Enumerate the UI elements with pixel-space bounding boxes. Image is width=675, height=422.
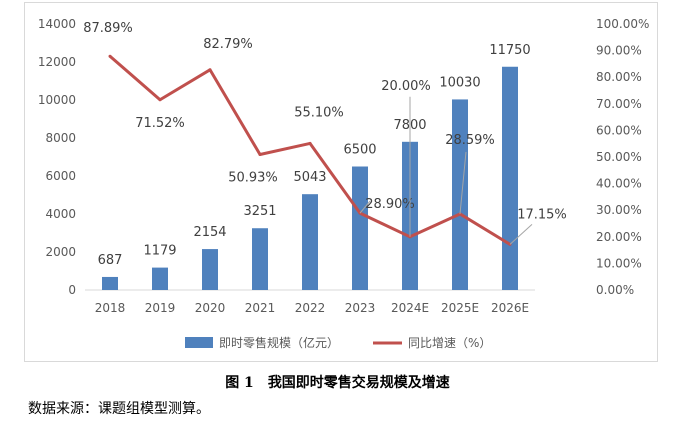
bar xyxy=(102,276,118,290)
bar-data-label: 3251 xyxy=(243,204,276,219)
x-axis-tick-label: 2021 xyxy=(245,301,276,315)
left-axis-tick-label: 4000 xyxy=(45,207,76,221)
right-axis-tick-label: 40.00% xyxy=(596,177,642,191)
left-axis-tick-label: 10000 xyxy=(38,93,76,107)
left-axis-tick-label: 14000 xyxy=(38,17,76,31)
x-axis-tick-label: 2018 xyxy=(95,301,126,315)
right-axis-tick-label: 20.00% xyxy=(596,230,642,244)
right-axis-tick-label: 30.00% xyxy=(596,203,642,217)
bar-data-label: 2154 xyxy=(193,225,226,240)
right-axis-tick-label: 90.00% xyxy=(596,44,642,58)
right-axis-tick-label: 50.00% xyxy=(596,150,642,164)
data-label-leader-line xyxy=(459,151,467,214)
line-data-label: 28.59% xyxy=(445,133,495,148)
growth-rate-point xyxy=(308,141,312,145)
x-axis-tick-label: 2026E xyxy=(491,301,529,315)
growth-rate-point xyxy=(158,98,162,102)
combo-chart: 0 2000 4000 6000 8000 10000 12000 14000 0.00% 10.… xyxy=(38,17,650,350)
line-data-label: 28.90% xyxy=(365,197,415,212)
x-axis-tick-label: 2024E xyxy=(391,301,429,315)
left-axis-tick-label: 6000 xyxy=(45,169,76,183)
bar-data-label: 11750 xyxy=(489,43,530,58)
bar xyxy=(152,267,168,290)
x-axis-tick-label: 2022 xyxy=(295,301,326,315)
figure-caption: 图 1 我国即时零售交易规模及增速 xyxy=(0,372,675,392)
line-data-label: 17.15% xyxy=(517,207,567,222)
line-data-label: 20.00% xyxy=(381,79,431,94)
x-axis-tick-label: 2019 xyxy=(145,301,176,315)
left-axis-tick-label: 12000 xyxy=(38,55,76,69)
left-axis-tick-label: 2000 xyxy=(45,245,76,259)
x-axis-tick-label: 2023 xyxy=(345,301,376,315)
bar-data-label: 6500 xyxy=(343,143,376,158)
line-data-label: 50.93% xyxy=(228,171,278,186)
bar xyxy=(202,249,218,290)
right-axis-tick-label: 60.00% xyxy=(596,123,642,137)
figure-title: 我国即时零售交易规模及增速 xyxy=(267,375,450,391)
left-axis-tick-label: 0 xyxy=(68,283,76,297)
right-axis-tick-label: 70.00% xyxy=(596,97,642,111)
legend-swatch-bar xyxy=(185,337,213,348)
data-label-leader-line xyxy=(359,200,371,214)
data-label-leader-line xyxy=(509,224,533,245)
bar xyxy=(302,194,318,290)
bar-data-label: 7800 xyxy=(393,118,426,133)
right-axis-tick-label: 10.00% xyxy=(596,256,642,270)
chart-frame xyxy=(24,2,658,362)
line-data-label: 55.10% xyxy=(294,105,344,120)
bar xyxy=(502,66,518,290)
right-axis-tick-label: 100.00% xyxy=(596,17,649,31)
legend-label-bar: 即时零售规模（亿元） xyxy=(219,335,339,350)
legend-label-line: 同比增速（%） xyxy=(408,336,491,350)
figure-number: 图 1 xyxy=(225,375,254,391)
growth-rate-point xyxy=(108,54,112,58)
bar-data-label: 10030 xyxy=(439,75,480,90)
growth-rate-point xyxy=(208,68,212,72)
right-axis-tick-label: 80.00% xyxy=(596,70,642,84)
bar-data-label: 1179 xyxy=(143,244,176,259)
x-axis-tick-label: 2020 xyxy=(195,301,226,315)
left-axis-tick-label: 8000 xyxy=(45,131,76,145)
bar xyxy=(352,166,368,290)
bar-data-label: 687 xyxy=(98,253,123,268)
line-data-label: 82.79% xyxy=(203,37,253,52)
bar-data-label: 5043 xyxy=(293,170,326,185)
bar xyxy=(252,228,268,290)
source-note: 数据来源：课题组模型测算。 xyxy=(28,401,210,417)
line-data-label: 87.89% xyxy=(83,21,133,36)
bar xyxy=(452,99,468,291)
right-axis-tick-label: 0.00% xyxy=(596,283,634,297)
x-axis-tick-label: 2025E xyxy=(441,301,479,315)
growth-rate-point xyxy=(258,153,262,157)
line-data-label: 71.52% xyxy=(135,116,185,131)
